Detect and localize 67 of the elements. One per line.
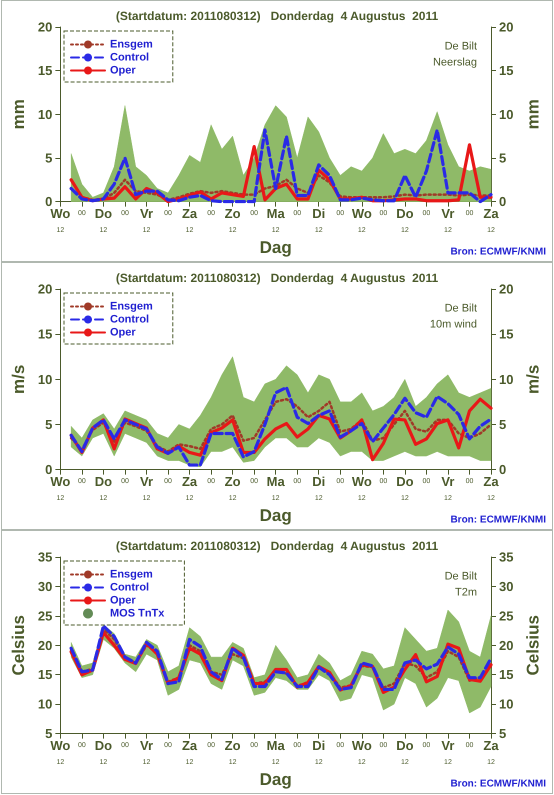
y-tick-label: 15	[38, 63, 52, 78]
legend-label: Oper	[110, 64, 136, 76]
legend-label: Ensgem	[110, 300, 154, 312]
text: Bron: ECMWF/KNMI	[450, 246, 546, 258]
legend-label: MOS TnTx	[110, 608, 166, 620]
y2-tick-label: 0	[499, 462, 506, 478]
y-tick-label: 20	[38, 638, 52, 653]
annotation: T2m	[455, 586, 477, 598]
y2-tick-label: 35	[499, 550, 514, 564]
y2-tick-label: 5	[499, 150, 506, 166]
y2-tick-label: 20	[499, 638, 514, 653]
y2-tick-label: 10	[499, 372, 514, 387]
y-tick-label: 10	[38, 372, 52, 387]
y2-tick-label: 5	[499, 416, 506, 432]
y2-tick-label: 15	[499, 326, 514, 342]
chart-title: (Startdatum: 2011080312) Donderdag 4 Augustus 2011	[116, 271, 438, 285]
x-axis-title: Dag	[260, 238, 292, 257]
y2-tick-label: 10	[499, 106, 514, 122]
y2-axis-title: Celsius	[523, 615, 542, 676]
y-tick-label: 10	[38, 696, 52, 712]
y2-axis-title: m/s	[523, 364, 542, 394]
y-tick-label: 5	[45, 416, 52, 432]
y2-tick-label: 5	[499, 726, 506, 742]
annotation: De Bilt	[444, 40, 478, 52]
y-tick-label: 15	[38, 326, 52, 342]
y-tick-label: 5	[45, 726, 52, 742]
y2-axis-title: mm	[523, 99, 542, 130]
line-series	[70, 386, 493, 467]
annotation: De Bilt	[444, 302, 478, 314]
y-axis-title: Celsius	[9, 615, 28, 676]
y2-tick-label: 20	[499, 282, 514, 296]
x-axis-title: Dag	[260, 506, 292, 525]
legend-label: Ensgem	[110, 38, 154, 50]
legend-label: Control	[110, 314, 150, 326]
y2-tick-label: 10	[499, 696, 514, 712]
y2-tick-label: 30	[499, 578, 514, 594]
y-tick-label: 0	[45, 462, 52, 478]
y-tick-label: 35	[38, 550, 52, 564]
y2-tick-label: 15	[499, 63, 514, 78]
text: Bron: ECMWF/KNMI	[450, 778, 546, 790]
y-tick-label: 30	[38, 578, 52, 594]
legend-label: Control	[110, 582, 150, 594]
y-tick-label: 5	[45, 150, 52, 166]
text: Bron: ECMWF/KNMI	[450, 514, 546, 526]
chart-title: (Startdatum: 2011080312) Donderdag 4 Augustus 2011	[116, 539, 438, 553]
y-axis-title: mm	[9, 99, 28, 130]
y-tick-label: 10	[38, 106, 52, 122]
legend-label: Oper	[110, 594, 136, 606]
legend-label: Control	[110, 52, 150, 64]
y-axis-title: m/s	[9, 364, 28, 394]
y2-tick-label: 20	[499, 20, 514, 34]
y-tick-label: 20	[38, 282, 52, 296]
line-series	[70, 128, 493, 204]
y-tick-label: 0	[45, 194, 52, 210]
y2-tick-label: 0	[499, 194, 506, 210]
annotation: De Bilt	[444, 570, 478, 582]
y2-tick-label: 25	[499, 608, 514, 624]
x-axis-title: Dag	[260, 770, 292, 789]
y-tick-label: 15	[38, 667, 52, 682]
y-tick-label: 25	[38, 608, 52, 624]
legend-label: Ensgem	[110, 568, 154, 580]
annotation: Neerslag	[432, 56, 478, 68]
chart-title: (Startdatum: 2011080312) Donderdag 4 Augustus 2011	[116, 9, 438, 23]
annotation: 10m wind	[430, 318, 477, 330]
y2-tick-label: 15	[499, 667, 514, 682]
legend-label: Oper	[110, 326, 136, 338]
y-tick-label: 20	[38, 20, 52, 34]
